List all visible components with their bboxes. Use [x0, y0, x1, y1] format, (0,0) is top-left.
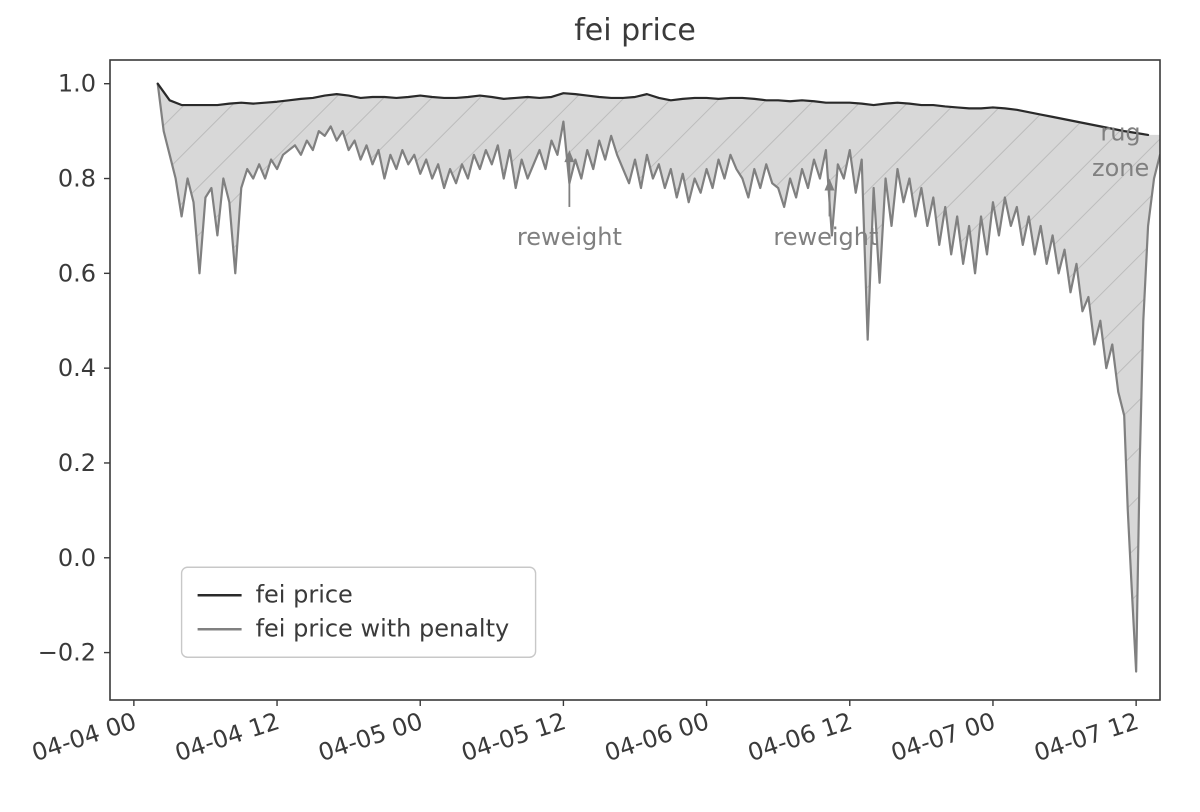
x-tick-label: 04-06 12	[744, 707, 855, 767]
annotation-text: zone	[1092, 154, 1149, 182]
x-tick-label: 04-07 12	[1031, 707, 1142, 767]
chart-svg: fei price reweight reweight rug zone −0.2 0.0 0…	[0, 0, 1200, 812]
chart-container: fei price reweight reweight rug zone −0.2 0.0 0…	[0, 0, 1200, 812]
x-tick-label: 04-05 00	[315, 707, 426, 767]
chart-title: fei price	[574, 13, 696, 48]
y-tick-label: −0.2	[38, 639, 96, 667]
legend: fei price fei price with penalty	[182, 567, 536, 657]
y-tick-label: 0.2	[58, 449, 96, 477]
y-tick-label: 0.4	[58, 354, 96, 382]
y-tick-label: 0.0	[58, 544, 96, 572]
legend-frame	[182, 567, 536, 657]
x-tick-label: 04-04 00	[28, 707, 139, 767]
x-tick-label: 04-06 00	[601, 707, 712, 767]
legend-label: fei price	[256, 580, 353, 608]
annotation-label: reweight	[773, 223, 878, 251]
annotation-text: rug	[1100, 119, 1140, 147]
x-tick-label: 04-05 12	[458, 707, 569, 767]
annotation-label: reweight	[517, 223, 622, 251]
legend-label: fei price with penalty	[256, 614, 510, 642]
y-tick-label: 0.6	[58, 259, 96, 287]
y-tick-label: 0.8	[58, 165, 96, 193]
x-tick-label: 04-04 12	[172, 707, 283, 767]
y-tick-label: 1.0	[58, 70, 96, 98]
x-tick-label: 04-07 00	[888, 707, 999, 767]
